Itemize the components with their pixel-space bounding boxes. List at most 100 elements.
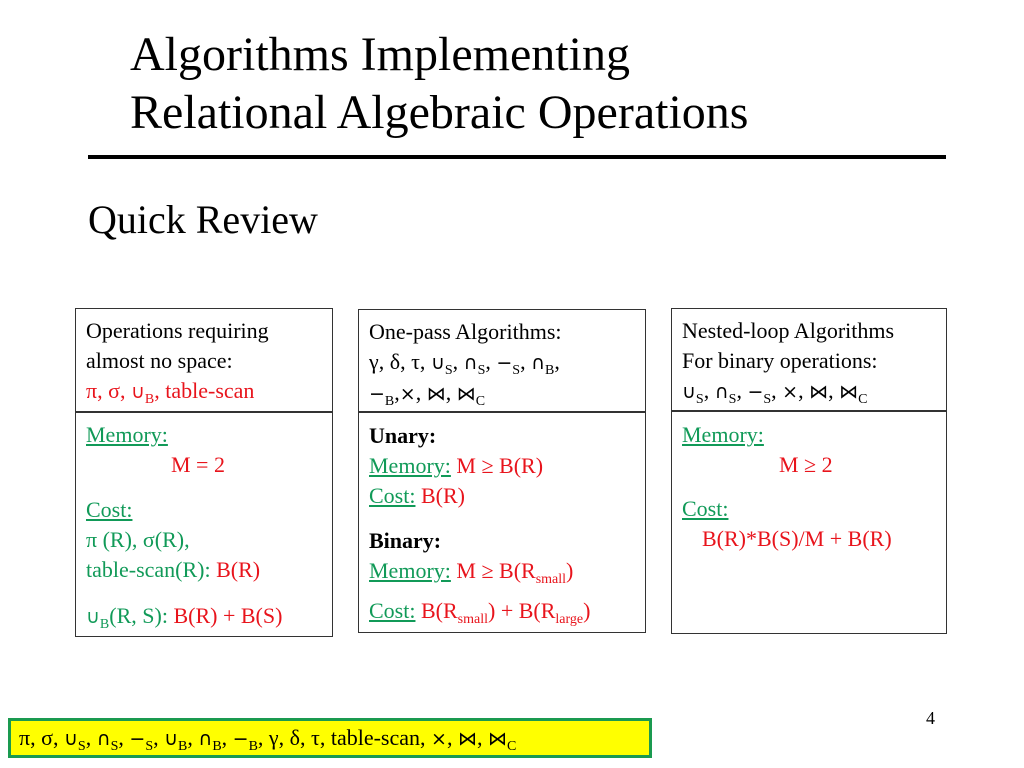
text-line: Memory: — [86, 420, 322, 450]
subscript: B — [144, 392, 155, 407]
operator-symbol: − — [233, 728, 249, 750]
text-segment: almost no space: — [86, 348, 233, 373]
text-segment: C — [507, 725, 516, 754]
segment-text: , table-scan — [154, 378, 255, 403]
one-pass-details-box: Unary: Memory: M ≥ B(R) Cost: B(R) Binary: M… — [358, 412, 646, 633]
nested-loop-details-box: Memory: M ≥ 2 Cost: B(R)*B(S)/M + B(R) — [671, 411, 947, 634]
text-segment: small — [536, 558, 566, 587]
segment-text: ) + B(R — [488, 598, 556, 623]
nested-loop-header-box: Nested-loop Algorithms For binary operati… — [671, 308, 947, 411]
text-segment: , — [153, 725, 164, 750]
text-segment: S — [145, 725, 153, 754]
text-segment: Nested-loop Algorithms — [682, 318, 894, 343]
text-line: Memory: — [682, 420, 936, 450]
segment-text: ∪ — [130, 381, 145, 403]
text-segment: B(R) + B(S) — [173, 603, 282, 628]
text-line: M ≥ 2 — [682, 450, 936, 480]
operator-symbol: − — [496, 352, 512, 374]
operator-symbol: ∩ — [464, 352, 478, 374]
text-segment: B(R)*B(S)/M + B(R) — [702, 526, 892, 551]
segment-text: , — [703, 378, 715, 403]
segment-text: B(R) — [415, 483, 465, 508]
segment-text: , — [221, 725, 233, 750]
operator-symbol: − — [129, 728, 145, 750]
text-line: Operations requiring — [86, 316, 322, 346]
segment-text: ) — [583, 598, 591, 623]
segment-text: π, σ, — [86, 378, 131, 403]
segment-text: B(R)*B(S)/M + B(R) — [702, 526, 892, 551]
text-line: Cost: B(R) — [369, 481, 635, 511]
text-segment: B — [249, 725, 258, 754]
text-segment: ) + B(R — [488, 598, 555, 623]
text-segment: B — [145, 378, 154, 407]
segment-text: π, σ, — [19, 725, 64, 750]
text-line: Nested-loop Algorithms — [682, 316, 936, 346]
text-line: γ, δ, τ, ∪S, ∩S, −S, ∩B, — [369, 347, 635, 378]
text-segment: Memory: — [86, 422, 168, 447]
text-line: almost no space: — [86, 346, 322, 376]
text-segment: B — [100, 603, 109, 632]
segment-text: B(R — [415, 598, 458, 623]
text-segment: S — [729, 378, 737, 407]
text-segment: , — [416, 380, 427, 405]
text-segment: S — [111, 725, 119, 754]
text-segment: , — [828, 378, 839, 403]
segment-text: ∪ — [63, 728, 78, 750]
text-line: table-scan(R): B(R) — [86, 555, 322, 585]
text-segment: B — [178, 725, 187, 754]
segment-text: , — [736, 378, 748, 403]
text-segment: small — [458, 598, 488, 627]
segment-text: π (R), σ(R), — [86, 527, 190, 552]
segment-text: B(R) — [216, 557, 261, 582]
text-segment: S — [696, 378, 704, 407]
text-segment: S — [478, 349, 486, 378]
text-segment: , — [485, 349, 496, 374]
segment-text: Memory: — [86, 422, 168, 447]
operator-symbol: × — [782, 381, 798, 403]
text-segment: , — [187, 725, 198, 750]
text-segment: B — [545, 349, 554, 378]
operator-symbol: ∪ — [431, 352, 445, 374]
segment-text: , — [452, 349, 464, 374]
text-segment: , — [447, 725, 458, 750]
segment-text: M ≥ 2 — [779, 452, 833, 477]
text-segment: , — [222, 725, 233, 750]
text-segment: B(R) — [415, 483, 465, 508]
segment-text: M ≥ B(R — [450, 558, 536, 583]
segment-text: , — [520, 349, 532, 374]
text-segment: C — [476, 380, 485, 409]
text-segment: S — [512, 349, 520, 378]
title-underline — [88, 155, 946, 159]
section-heading: Quick Review — [88, 197, 318, 242]
text-segment: M = 2 — [171, 452, 225, 477]
text-segment: , table-scan — [154, 378, 254, 403]
segment-text: ∩ — [531, 352, 546, 374]
segment-text: ⋈ — [426, 383, 446, 405]
segment-text: ∪ — [682, 381, 696, 403]
segment-text: Cost: — [86, 497, 133, 522]
segment-text: − — [496, 352, 513, 374]
segment-text: M ≥ B(R) — [450, 453, 544, 478]
operator-symbol: ∪ — [682, 381, 696, 403]
operator-symbol: × — [400, 383, 416, 405]
operator-symbol: − — [369, 383, 385, 405]
segment-text: , — [187, 725, 199, 750]
segment-text: (R, S): — [109, 603, 174, 628]
text-segment: , — [520, 349, 531, 374]
text-segment: π, σ, — [86, 378, 131, 403]
text-segment: Binary: — [369, 528, 441, 553]
segment-text: almost no space: — [86, 348, 233, 373]
subscript: C — [475, 394, 486, 409]
operator-symbol: ∩ — [198, 728, 212, 750]
subscript: S — [145, 739, 154, 754]
text-segment: π (R), σ(R), — [86, 527, 190, 552]
text-segment: M ≥ B(R — [450, 558, 536, 583]
subscript: B — [178, 739, 188, 754]
text-line: B(R)*B(S)/M + B(R) — [682, 524, 936, 554]
text-line: −B,×, ⋈, ⋈C — [369, 378, 635, 409]
operator-symbol: ⋈ — [427, 383, 446, 405]
segment-text: Unary: — [369, 423, 437, 448]
subscript: S — [444, 363, 453, 378]
text-segment: ) — [583, 598, 590, 623]
segment-text: ) — [566, 558, 574, 583]
